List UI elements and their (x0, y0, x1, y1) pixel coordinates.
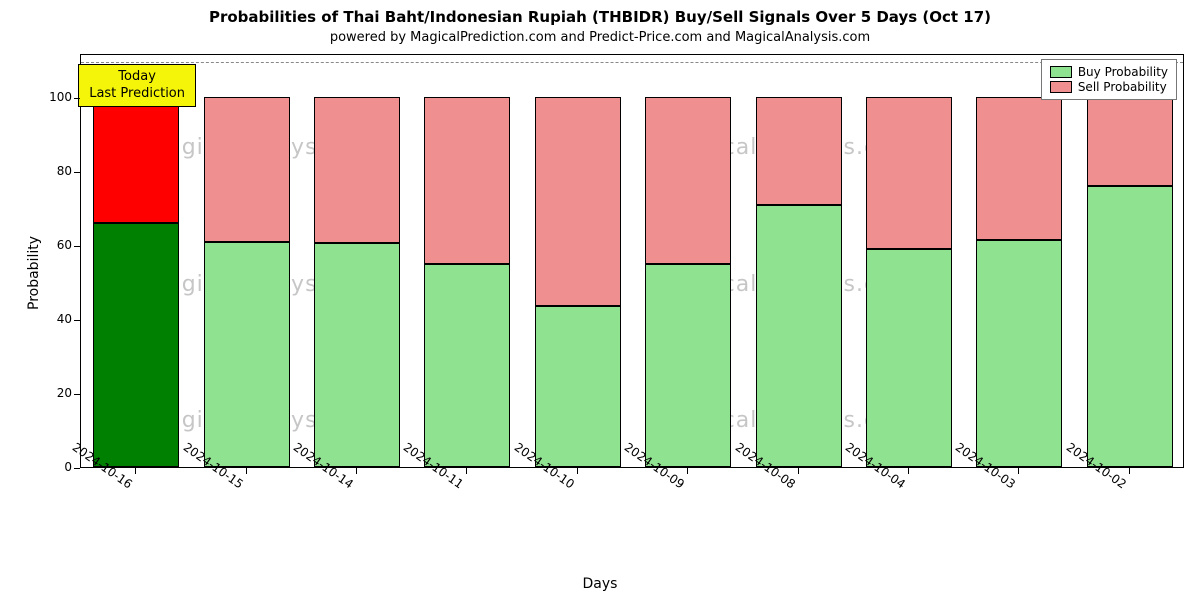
bar-sell (204, 97, 290, 241)
x-tick-mark (1129, 468, 1130, 474)
y-tick-label: 100 (22, 90, 72, 104)
x-tick-mark (135, 468, 136, 474)
y-tick-mark (74, 320, 80, 321)
gridline (81, 62, 1183, 63)
x-tick-mark (687, 468, 688, 474)
x-tick-mark (466, 468, 467, 474)
y-tick-label: 40 (22, 312, 72, 326)
bar-sell (424, 97, 510, 263)
legend-label: Sell Probability (1078, 80, 1167, 94)
annotation-line-1: Today (89, 69, 185, 85)
y-tick-label: 20 (22, 386, 72, 400)
legend-swatch (1050, 66, 1072, 78)
bar-sell (535, 97, 621, 306)
bar-buy (1087, 186, 1173, 467)
bar-sell (976, 97, 1062, 239)
bar-buy (535, 306, 621, 467)
y-tick-mark (74, 394, 80, 395)
bar-sell (1087, 97, 1173, 186)
bar-sell (756, 97, 842, 204)
y-tick-label: 80 (22, 164, 72, 178)
bar-sell (866, 97, 952, 249)
chart-title: Probabilities of Thai Baht/Indonesian Ru… (0, 8, 1200, 26)
bar-sell (314, 97, 400, 243)
today-annotation: TodayLast Prediction (78, 64, 196, 107)
y-tick-mark (74, 246, 80, 247)
x-tick-mark (798, 468, 799, 474)
x-tick-mark (908, 468, 909, 474)
x-tick-mark (577, 468, 578, 474)
x-axis-label: Days (0, 576, 1200, 592)
bar-sell (93, 97, 179, 223)
y-tick-mark (74, 172, 80, 173)
annotation-line-2: Last Prediction (89, 86, 185, 102)
y-tick-mark (74, 468, 80, 469)
legend-item: Buy Probability (1050, 65, 1168, 79)
legend: Buy ProbabilitySell Probability (1041, 59, 1177, 100)
x-tick-mark (356, 468, 357, 474)
chart-figure: Probabilities of Thai Baht/Indonesian Ru… (0, 0, 1200, 600)
plot-area: MagicalAnalysis.comMagicalAnalysis.comMa… (80, 54, 1184, 468)
x-tick-mark (1018, 468, 1019, 474)
y-tick-label: 60 (22, 238, 72, 252)
legend-label: Buy Probability (1078, 65, 1168, 79)
legend-swatch (1050, 81, 1072, 93)
y-tick-mark (74, 98, 80, 99)
bar-sell (645, 97, 731, 263)
chart-subtitle: powered by MagicalPrediction.com and Pre… (0, 30, 1200, 45)
y-tick-label: 0 (22, 460, 72, 474)
x-tick-mark (246, 468, 247, 474)
legend-item: Sell Probability (1050, 80, 1168, 94)
